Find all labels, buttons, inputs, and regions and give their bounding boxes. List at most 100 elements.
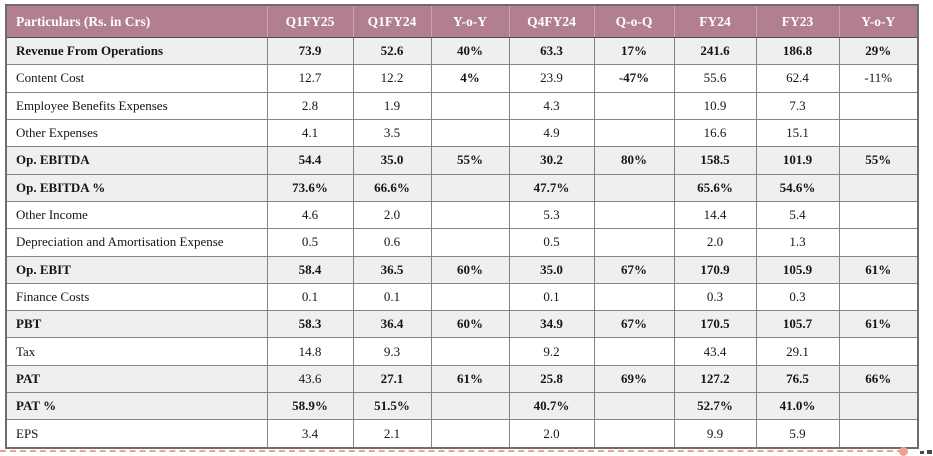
row-label: Op. EBIT (5, 255, 268, 284)
value-cell: 67% (593, 255, 675, 284)
value-cell: 36.5 (352, 255, 432, 284)
value-cell: 0.1 (266, 282, 354, 312)
column-header: Q1FY25 (266, 4, 354, 38)
cropped-text-artifact (919, 449, 933, 455)
value-cell: 43.4 (673, 337, 757, 366)
row-label: Depreciation and Amortisation Expense (5, 228, 268, 257)
column-header: Q-o-Q (593, 4, 675, 38)
value-cell: 16.6 (673, 118, 757, 148)
value-cell: 170.5 (673, 310, 757, 339)
table-row: Op. EBIT 58.4 36.5 60% 35.0 67% 170.9 105.9 61% (5, 255, 919, 284)
value-cell (430, 173, 510, 202)
value-cell (593, 91, 675, 120)
value-cell: 61% (838, 255, 919, 284)
value-cell: 34.9 (508, 310, 595, 339)
row-label: Op. EBITDA % (5, 173, 268, 202)
value-cell: 40.7% (508, 392, 595, 421)
value-cell: 35.0 (508, 255, 595, 284)
table-row: Depreciation and Amortisation Expense 0.5… (5, 228, 919, 257)
value-cell: 4.6 (266, 200, 354, 230)
value-cell (430, 118, 510, 148)
row-label: Tax (5, 337, 268, 366)
value-cell (430, 337, 510, 366)
column-header: Y-o-Y (838, 4, 919, 38)
value-cell: 158.5 (673, 146, 757, 175)
row-label: Revenue From Operations (5, 36, 268, 66)
value-cell: 29.1 (755, 337, 840, 366)
value-cell: 55% (430, 146, 510, 175)
guide-endpoint-handle[interactable] (899, 447, 908, 456)
value-cell: 52.6 (352, 36, 432, 66)
value-cell (838, 200, 919, 230)
row-label: Employee Benefits Expenses (5, 91, 268, 120)
column-header: FY23 (755, 4, 840, 38)
value-cell: 1.9 (352, 91, 432, 120)
row-label: Other Income (5, 200, 268, 230)
value-cell: 0.6 (352, 228, 432, 257)
value-cell (838, 337, 919, 366)
row-label: Op. EBITDA (5, 146, 268, 175)
value-cell: 58.4 (266, 255, 354, 284)
value-cell: 3.4 (266, 419, 354, 449)
value-cell: 0.1 (352, 282, 432, 312)
value-cell: 65.6% (673, 173, 757, 202)
value-cell (838, 228, 919, 257)
value-cell: 2.0 (352, 200, 432, 230)
value-cell: 9.3 (352, 337, 432, 366)
value-cell: 2.8 (266, 91, 354, 120)
value-cell: 73.9 (266, 36, 354, 66)
value-cell: 12.2 (352, 64, 432, 93)
value-cell: 41.0% (755, 392, 840, 421)
value-cell: 1.3 (755, 228, 840, 257)
value-cell (838, 118, 919, 148)
value-cell: 0.5 (508, 228, 595, 257)
value-cell: 0.3 (673, 282, 757, 312)
value-cell: 12.7 (266, 64, 354, 93)
value-cell: 66.6% (352, 173, 432, 202)
value-cell (838, 392, 919, 421)
value-cell: 14.8 (266, 337, 354, 366)
value-cell (430, 419, 510, 449)
value-cell (593, 337, 675, 366)
value-cell: 63.3 (508, 36, 595, 66)
value-cell (430, 228, 510, 257)
value-cell (430, 200, 510, 230)
value-cell: 105.9 (755, 255, 840, 284)
column-header: Q4FY24 (508, 4, 595, 38)
value-cell (593, 419, 675, 449)
value-cell: 0.1 (508, 282, 595, 312)
value-cell: 73.6% (266, 173, 354, 202)
value-cell: 55% (838, 146, 919, 175)
value-cell (593, 392, 675, 421)
value-cell: 10.9 (673, 91, 757, 120)
value-cell: 7.3 (755, 91, 840, 120)
value-cell: 51.5% (352, 392, 432, 421)
value-cell: 127.2 (673, 364, 757, 394)
value-cell: 186.8 (755, 36, 840, 66)
value-cell (838, 91, 919, 120)
table-row: PAT % 58.9% 51.5% 40.7% 52.7% 41.0% (5, 392, 919, 421)
value-cell: 69% (593, 364, 675, 394)
table-row: Other Expenses 4.1 3.5 4.9 16.6 15.1 (5, 118, 919, 148)
value-cell: 58.9% (266, 392, 354, 421)
value-cell: 4.9 (508, 118, 595, 148)
table-row: PBT 58.3 36.4 60% 34.9 67% 170.5 105.7 61% (5, 310, 919, 339)
row-label: EPS (5, 419, 268, 449)
table-row: Finance Costs 0.1 0.1 0.1 0.3 0.3 (5, 282, 919, 312)
row-label: Other Expenses (5, 118, 268, 148)
row-label: Finance Costs (5, 282, 268, 312)
value-cell (593, 173, 675, 202)
value-cell (593, 282, 675, 312)
table-row: Revenue From Operations 73.9 52.6 40% 63.3 17… (5, 36, 919, 66)
value-cell: 5.4 (755, 200, 840, 230)
value-cell: 14.4 (673, 200, 757, 230)
value-cell: 40% (430, 36, 510, 66)
value-cell: 29% (838, 36, 919, 66)
table-row: Op. EBITDA 54.4 35.0 55% 30.2 80% 158.5 101.9 55… (5, 146, 919, 175)
value-cell: 0.3 (755, 282, 840, 312)
value-cell: 60% (430, 255, 510, 284)
value-cell: 35.0 (352, 146, 432, 175)
value-cell: 54.4 (266, 146, 354, 175)
value-cell: 47.7% (508, 173, 595, 202)
value-cell: 54.6% (755, 173, 840, 202)
